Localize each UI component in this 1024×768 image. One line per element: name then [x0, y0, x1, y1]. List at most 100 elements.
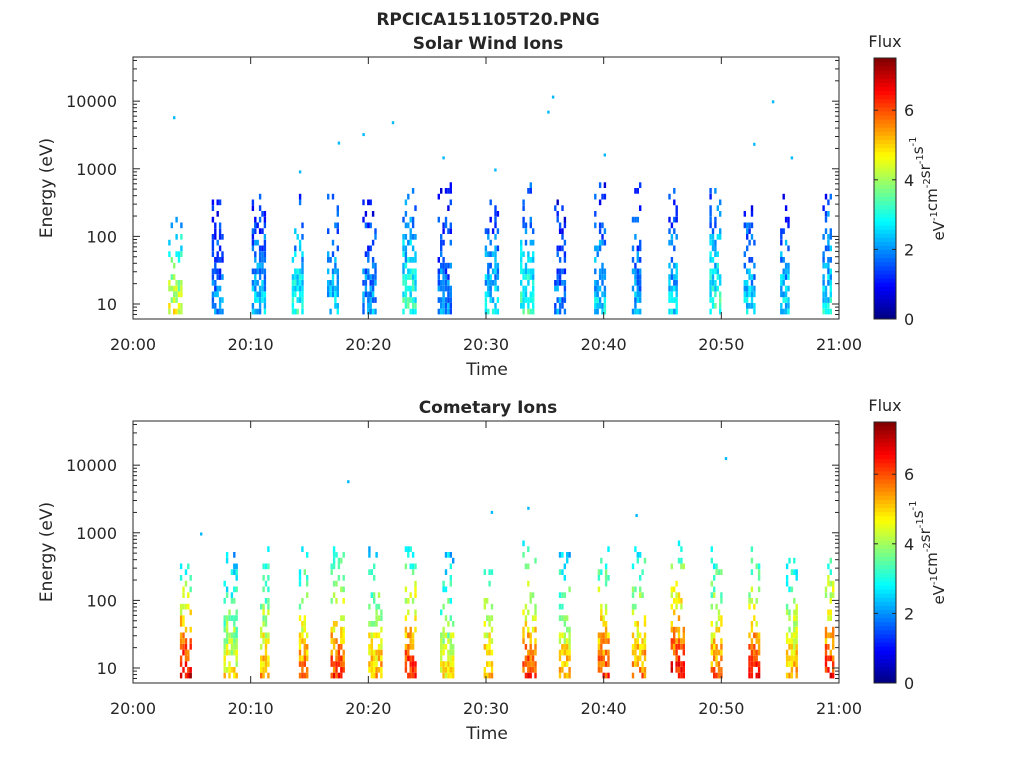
- heatmap-cell: [524, 268, 528, 275]
- heatmap-cell: [373, 632, 376, 639]
- heatmap-cell: [409, 228, 412, 234]
- heatmap-cell: [491, 297, 495, 303]
- heatmap-cell: [750, 621, 754, 627]
- heatmap-cell: [527, 667, 530, 673]
- heatmap-cell: [184, 569, 188, 575]
- heatmap-cell: [233, 632, 236, 639]
- heatmap-cell: [634, 268, 637, 275]
- heatmap-cell: [301, 638, 304, 644]
- heatmap-cell: [261, 245, 264, 252]
- colorbar-segment: [874, 286, 896, 291]
- colorbar-segment: [874, 102, 896, 108]
- heatmap-cell: [534, 644, 537, 650]
- colorbar-segment: [874, 585, 896, 590]
- heatmap-cell: [367, 291, 370, 298]
- heatmap-cell: [491, 228, 495, 234]
- heatmap-cell: [795, 667, 798, 673]
- heatmap-cell: [714, 216, 717, 223]
- heatmap-cell: [179, 632, 183, 639]
- heatmap-cell: [411, 598, 415, 604]
- heatmap-cell: [298, 575, 302, 581]
- heatmap-cell: [216, 199, 219, 206]
- heatmap-cell: [298, 268, 302, 275]
- heatmap-cell: [437, 274, 440, 280]
- heatmap-cell: [598, 297, 602, 303]
- heatmap-cell: [362, 133, 365, 137]
- heatmap-cell: [409, 626, 412, 633]
- heatmap-cell: [743, 285, 746, 292]
- heatmap-cell: [832, 644, 835, 650]
- heatmap-cell: [675, 655, 678, 662]
- heatmap-cell: [668, 308, 671, 315]
- heatmap-cell: [301, 297, 304, 303]
- heatmap-cell: [329, 285, 332, 292]
- heatmap-cell: [522, 199, 525, 206]
- colorbar-segment: [874, 123, 896, 128]
- heatmap-cell: [829, 557, 832, 564]
- heatmap-cell: [746, 285, 749, 292]
- heatmap-cell: [641, 672, 644, 679]
- heatmap-cell: [822, 257, 825, 263]
- heatmap-cell: [714, 285, 717, 292]
- heatmap-cell: [449, 563, 452, 570]
- heatmap-cell: [251, 245, 255, 252]
- heatmap-cell: [330, 661, 333, 667]
- heatmap-cell: [717, 667, 721, 673]
- heatmap-cell: [598, 285, 602, 292]
- heatmap-cell: [527, 280, 530, 286]
- heatmap-cell: [370, 649, 373, 656]
- heatmap-cell: [787, 308, 790, 315]
- colorbar-segment: [874, 638, 896, 643]
- heatmap-cell: [449, 580, 452, 587]
- heatmap-cell: [218, 234, 222, 240]
- heatmap-cell: [527, 580, 530, 587]
- heatmap-cell: [437, 268, 440, 275]
- heatmap-cell: [785, 609, 789, 616]
- colorbar-segment: [874, 176, 896, 181]
- heatmap-cell: [180, 251, 183, 257]
- heatmap-cell: [709, 291, 712, 298]
- heatmap-cell: [442, 239, 445, 246]
- heatmap-cell: [189, 638, 192, 644]
- heatmap-cell: [561, 632, 564, 639]
- heatmap-cell: [444, 297, 448, 303]
- heatmap-cell: [370, 672, 373, 679]
- heatmap-cell: [753, 262, 756, 269]
- heatmap-cell: [331, 251, 335, 257]
- heatmap-cell: [225, 667, 229, 673]
- heatmap-cell: [631, 563, 635, 570]
- colorbar-segment: [874, 159, 896, 165]
- heatmap-cell: [258, 193, 262, 200]
- colorbar-segment: [874, 601, 896, 606]
- heatmap-cell: [223, 672, 226, 679]
- heatmap-cell: [437, 193, 440, 200]
- heatmap-cell: [404, 649, 408, 656]
- heatmap-cell: [673, 274, 676, 280]
- heatmap-cell: [335, 661, 338, 667]
- heatmap-cell: [449, 262, 452, 269]
- heatmap-cell: [340, 655, 343, 662]
- heatmap-cell: [682, 563, 685, 570]
- heatmap-cell: [375, 615, 378, 621]
- heatmap-cell: [173, 262, 176, 269]
- heatmap-cell: [340, 557, 343, 564]
- heatmap-cell: [233, 672, 236, 679]
- heatmap-cell: [607, 632, 610, 639]
- heatmap-cell: [449, 239, 452, 246]
- heatmap-cell: [223, 621, 226, 627]
- heatmap-cell: [294, 251, 297, 257]
- heatmap-cell: [221, 234, 224, 240]
- heatmap-cell: [303, 638, 306, 644]
- heatmap-cell: [340, 644, 343, 650]
- heatmap-cell: [829, 297, 832, 303]
- heatmap-cell: [780, 303, 783, 309]
- heatmap-cell: [258, 285, 262, 292]
- heatmap-cell: [187, 603, 190, 610]
- heatmap-cell: [294, 285, 297, 292]
- heatmap-cell: [402, 280, 405, 286]
- heatmap-cell: [258, 257, 262, 263]
- heatmap-cell: [561, 552, 564, 558]
- heatmap-cell: [710, 667, 713, 673]
- colorbar-segment: [874, 217, 896, 222]
